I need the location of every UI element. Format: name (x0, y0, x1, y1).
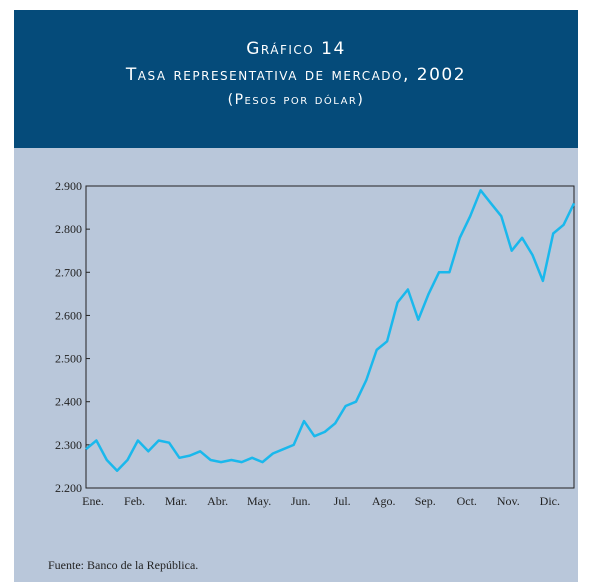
y-tick-label: 2.200 (55, 481, 82, 495)
chart-title: Gráfico 14 (246, 39, 346, 59)
x-tick-label: Abr. (207, 494, 228, 508)
x-tick-label: Feb. (124, 494, 145, 508)
x-tick-label: Jun. (291, 494, 311, 508)
y-axis-label: (Pesos por dólar) (228, 92, 365, 108)
y-tick-label: 2.600 (55, 308, 82, 322)
y-tick-label: 2.300 (55, 438, 82, 452)
x-tick-label: Mar. (165, 494, 187, 508)
y-tick-label: 2.800 (55, 222, 82, 236)
y-tick-label: 2.700 (55, 265, 82, 279)
x-tick-label: Jul. (334, 494, 351, 508)
y-tick-label: 2.900 (55, 179, 82, 193)
source-note: Fuente: Banco de la República. (48, 558, 198, 572)
header-background (14, 10, 578, 148)
plot-frame (85, 185, 575, 489)
x-tick-label: Oct. (457, 494, 477, 508)
y-tick-label: 2.400 (55, 395, 82, 409)
x-tick-label: Sep. (415, 494, 436, 508)
x-tick-label: May. (247, 494, 271, 508)
x-tick-label: Nov. (497, 494, 520, 508)
y-tick-label: 2.500 (55, 352, 82, 366)
chart-subtitle: Tasa representativa de mercado, 2002 (125, 65, 466, 85)
x-tick-label: Dic. (540, 494, 560, 508)
x-tick-label: Ene. (82, 494, 104, 508)
panel-background (14, 148, 578, 582)
x-tick-label: Ago. (372, 494, 396, 508)
data-line (85, 189, 576, 472)
